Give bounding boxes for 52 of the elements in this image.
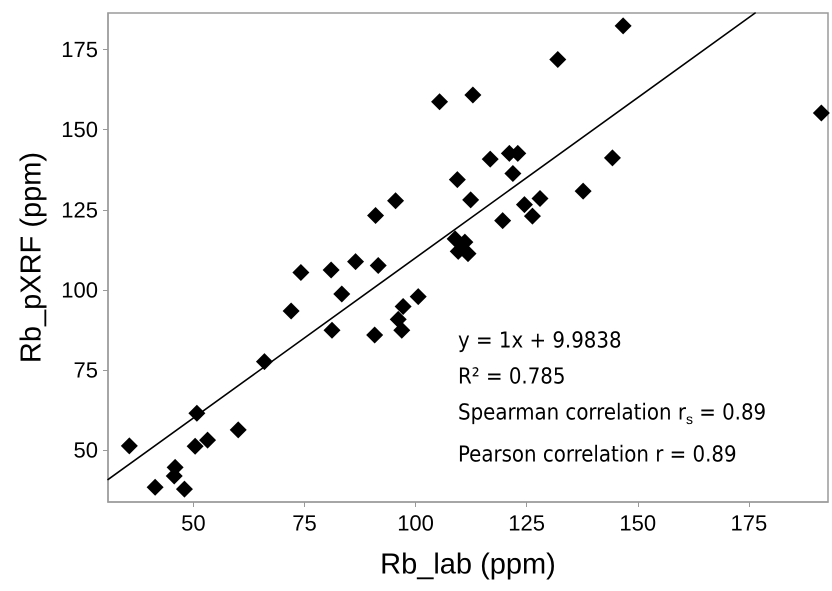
- point: [146, 478, 164, 496]
- point: [176, 480, 193, 498]
- point: [431, 93, 448, 110]
- point: [390, 310, 407, 328]
- x-tick-label: 175: [730, 510, 768, 536]
- x-tick-label: 150: [619, 510, 656, 536]
- point: [504, 165, 522, 182]
- point: [574, 182, 592, 200]
- point: [614, 17, 632, 34]
- annotation: Pearson correlation r = 0.89: [458, 442, 737, 468]
- point: [324, 322, 340, 339]
- point: [549, 50, 566, 68]
- x-tick-label: 125: [508, 510, 546, 536]
- point: [366, 326, 384, 344]
- point: [482, 150, 499, 168]
- point: [410, 288, 427, 306]
- point: [282, 302, 300, 320]
- x-tick-label: 75: [292, 510, 317, 536]
- point: [199, 432, 216, 449]
- y-tick-label: 150: [61, 117, 98, 142]
- y-tick-label: 75: [74, 357, 98, 382]
- point: [394, 298, 412, 316]
- y-tick-label: 175: [61, 37, 98, 62]
- point: [448, 171, 466, 188]
- point: [516, 196, 533, 214]
- y-axis-title: Rb_pXRF (ppm): [16, 152, 48, 364]
- point: [230, 421, 247, 438]
- point: [322, 261, 340, 278]
- point: [333, 286, 350, 303]
- point: [370, 257, 387, 274]
- y-tick-label: 50: [74, 438, 98, 463]
- point: [604, 149, 621, 166]
- x-tick-label: 50: [181, 510, 206, 536]
- point: [524, 208, 541, 225]
- point: [387, 192, 404, 210]
- point: [464, 86, 482, 104]
- point: [812, 104, 830, 122]
- point: [532, 190, 548, 208]
- y-tick-label: 100: [61, 277, 98, 302]
- x-axis-title: Rb_lab (ppm): [380, 548, 556, 580]
- point: [494, 212, 512, 230]
- x-tick-label: 100: [397, 510, 434, 536]
- point: [462, 191, 480, 208]
- point: [292, 264, 310, 282]
- point: [347, 253, 364, 270]
- annotation: R² = 0.785: [458, 364, 566, 390]
- point: [186, 438, 204, 455]
- annotation: y = 1x + 9.9838: [458, 328, 622, 354]
- point: [367, 207, 384, 224]
- y-tick-label: 125: [61, 197, 98, 222]
- point: [393, 322, 410, 339]
- point: [120, 437, 138, 454]
